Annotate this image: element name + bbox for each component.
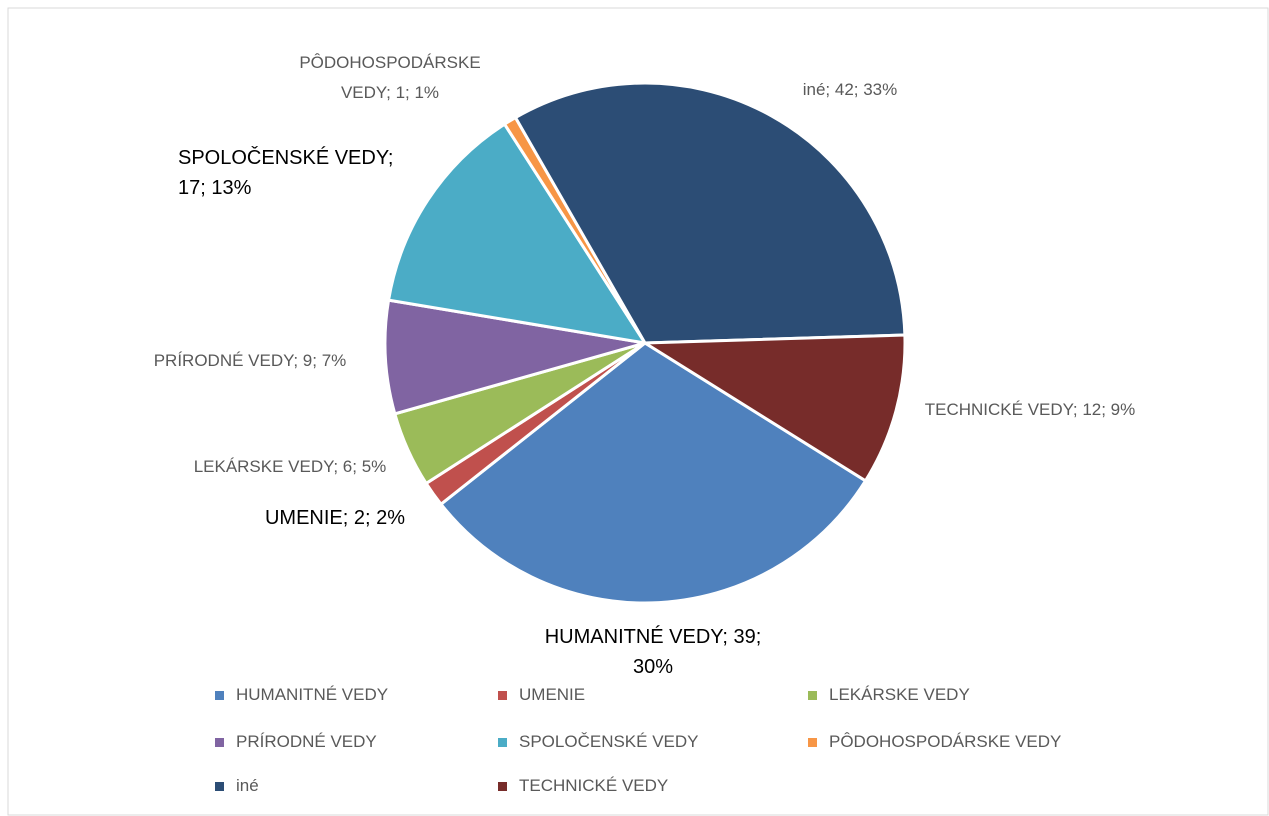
legend-swatch	[808, 738, 817, 747]
legend-swatch	[498, 782, 507, 791]
pie-slice	[383, 298, 646, 416]
data-label: LEKÁRSKE VEDY; 6; 5%	[193, 457, 387, 476]
legend-swatch	[808, 691, 817, 700]
data-label: iné; 42; 33%	[802, 80, 898, 99]
legend-label: PRÍRODNÉ VEDY	[236, 732, 377, 751]
legend-swatch	[498, 738, 507, 747]
data-label: PRÍRODNÉ VEDY; 9; 7%	[153, 351, 347, 370]
legend-swatch	[215, 782, 224, 791]
pie-slice	[640, 333, 907, 483]
pie-slice	[386, 122, 649, 346]
legend-label: iné	[236, 776, 259, 795]
data-label: SPOLOČENSKÉ VEDY; 17; 13%	[178, 147, 394, 199]
legend-swatch	[215, 691, 224, 700]
data-label: HUMANITNÉ VEDY; 39; 30%	[544, 626, 762, 678]
legend-swatch	[215, 738, 224, 747]
legend-label: PÔDOHOSPODÁRSKE VEDY	[829, 732, 1062, 751]
legend-label: LEKÁRSKE VEDY	[829, 685, 970, 704]
data-label: TECHNICKÉ VEDY; 12; 9%	[924, 400, 1136, 419]
pie-slice	[438, 341, 868, 605]
legend-label: UMENIE	[519, 685, 586, 704]
legend-label: HUMANITNÉ VEDY	[236, 685, 389, 704]
legend-swatch	[498, 691, 507, 700]
data-label: UMENIE; 2; 2%	[264, 507, 406, 529]
legend-label: TECHNICKÉ VEDY	[519, 776, 669, 795]
legend-label: SPOLOČENSKÉ VEDY	[519, 732, 699, 751]
pie-slice	[513, 81, 907, 345]
data-label: PÔDOHOSPODÁRSKE VEDY; 1; 1%	[299, 53, 481, 102]
